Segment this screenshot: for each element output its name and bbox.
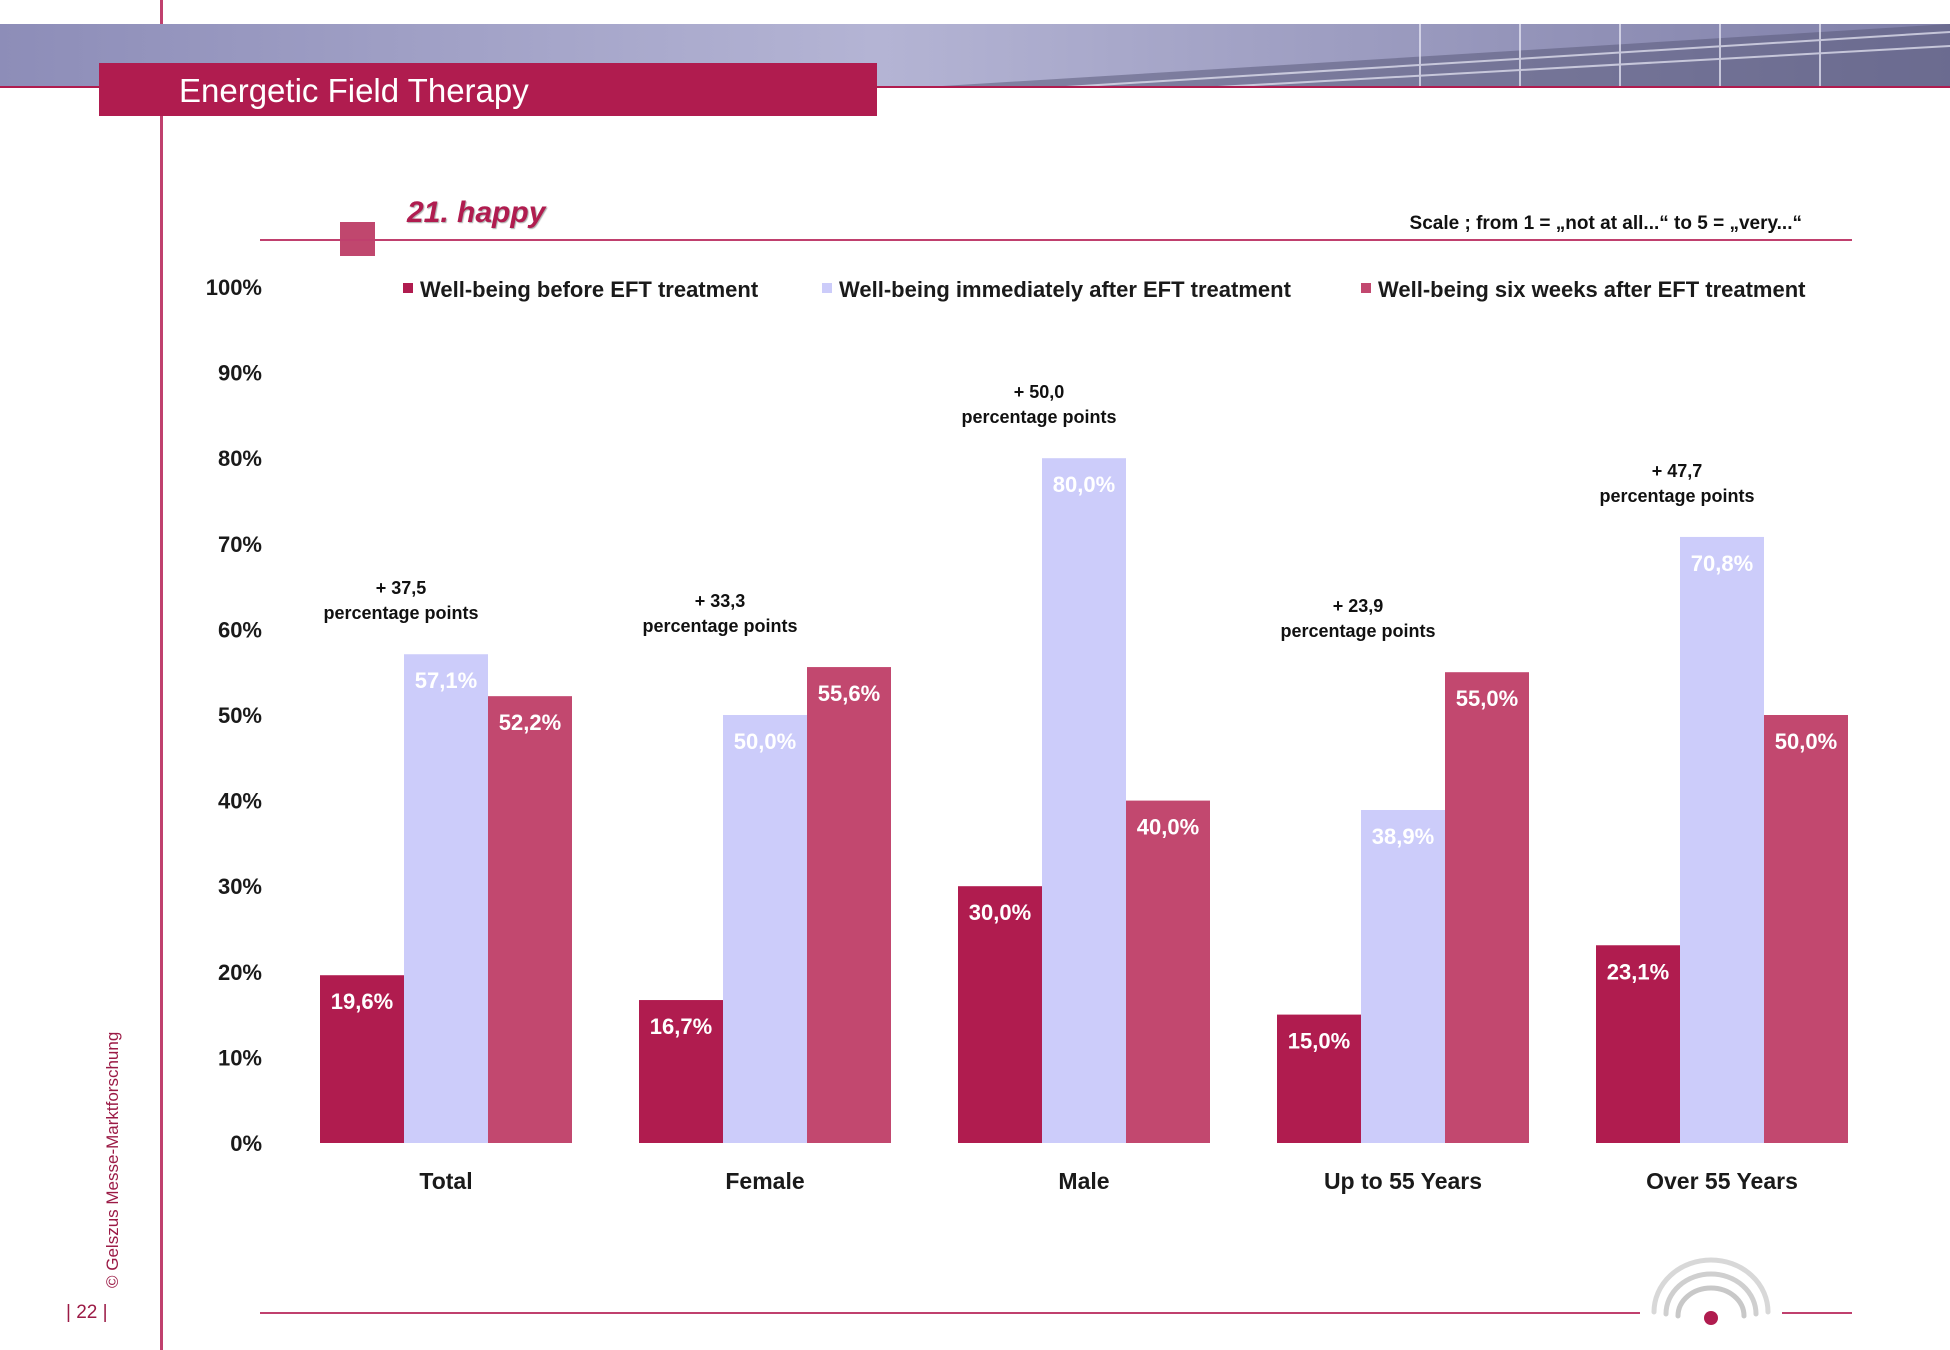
bar (488, 696, 572, 1143)
legend-swatch (822, 283, 832, 293)
bar (1680, 536, 1764, 1143)
legend-label: Well-being immediately after EFT treatme… (839, 277, 1292, 302)
data-label: 70,8% (1691, 551, 1753, 576)
legend-label: Well-being six weeks after EFT treatment (1378, 277, 1806, 302)
annotation-delta: + 23,9 (1333, 596, 1384, 616)
data-label: 30,0% (969, 900, 1031, 925)
annotation-delta: + 33,3 (695, 591, 746, 611)
section-rule (260, 239, 1852, 241)
y-tick-label: 40% (218, 789, 262, 814)
section-title: 21. happy (407, 196, 546, 229)
page-number: | 22 | (66, 1302, 108, 1323)
bar (404, 654, 488, 1143)
bar (1277, 1014, 1361, 1143)
bar (1361, 810, 1445, 1143)
data-label: 80,0% (1053, 472, 1115, 497)
page-title: Energetic Field Therapy (99, 63, 877, 116)
annotation-text: percentage points (1599, 486, 1754, 506)
legend-label: Well-being before EFT treatment (420, 277, 759, 302)
data-label: 55,0% (1456, 686, 1518, 711)
y-tick-label: 80% (218, 446, 262, 471)
y-tick-label: 50% (218, 703, 262, 728)
data-label: 19,6% (331, 989, 393, 1014)
bar (1126, 800, 1210, 1143)
annotation-delta: + 37,5 (376, 578, 427, 598)
left-border-line (160, 0, 163, 24)
data-label: 52,2% (499, 710, 561, 735)
bar (723, 715, 807, 1143)
data-label: 16,7% (650, 1014, 712, 1039)
left-border-line (160, 116, 163, 1350)
bar (1445, 672, 1529, 1143)
footer-rule (260, 1312, 1640, 1314)
bar (1764, 715, 1848, 1143)
y-tick-label: 90% (218, 361, 262, 386)
y-tick-label: 20% (218, 960, 262, 985)
copyright-text: © Gelszus Messe-Marktforschung (103, 1031, 122, 1288)
data-label: 50,0% (734, 729, 796, 754)
category-label: Male (1058, 1168, 1109, 1194)
y-tick-label: 60% (218, 617, 262, 642)
data-label: 23,1% (1607, 959, 1669, 984)
bar (1596, 945, 1680, 1143)
annotation-delta: + 50,0 (1014, 382, 1065, 402)
data-label: 55,6% (818, 681, 880, 706)
bar (639, 1000, 723, 1143)
y-tick-label: 30% (218, 874, 262, 899)
legend-swatch (1361, 283, 1371, 293)
data-label: 40,0% (1137, 815, 1199, 840)
category-label: Female (725, 1168, 804, 1194)
annotation-text: percentage points (642, 616, 797, 636)
y-tick-label: 70% (218, 532, 262, 557)
data-label: 38,9% (1372, 824, 1434, 849)
y-tick-label: 0% (230, 1131, 262, 1156)
annotation-text: percentage points (1280, 621, 1435, 641)
legend-swatch (403, 283, 413, 293)
y-tick-label: 100% (206, 275, 262, 300)
company-logo (1651, 1257, 1771, 1325)
bar-chart: 0% 10% 20% 30% 40% 50% 60% 70% 80% 90% 100% Well-be… (206, 275, 1848, 1194)
data-label: 50,0% (1775, 729, 1837, 754)
data-label: 15,0% (1288, 1029, 1350, 1054)
annotation-text: percentage points (323, 603, 478, 623)
data-label: 57,1% (415, 668, 477, 693)
annotation-delta: + 47,7 (1652, 461, 1703, 481)
category-label: Total (419, 1168, 472, 1194)
y-tick-label: 10% (218, 1045, 262, 1070)
bar (320, 975, 404, 1143)
bar (958, 886, 1042, 1143)
category-label: Up to 55 Years (1324, 1168, 1482, 1194)
category-label: Over 55 Years (1646, 1168, 1798, 1194)
annotation-text: percentage points (961, 407, 1116, 427)
scale-note: Scale ; from 1 = „not at all...“ to 5 = … (1409, 213, 1802, 234)
footer-rule (1782, 1312, 1852, 1314)
bar (807, 667, 891, 1143)
bar (1042, 458, 1126, 1143)
